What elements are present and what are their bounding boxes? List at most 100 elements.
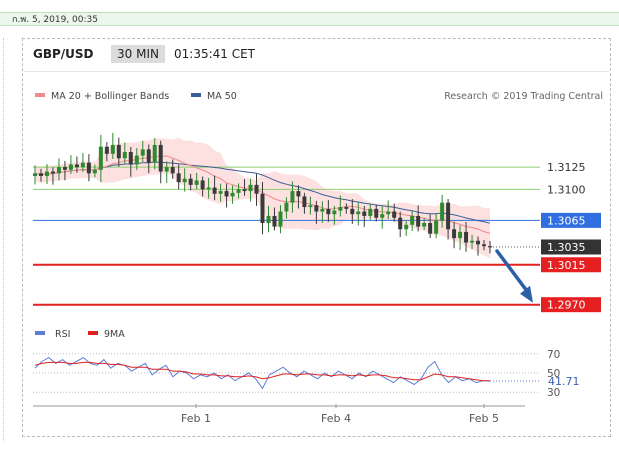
candle (398, 211, 403, 238)
candle (254, 173, 259, 206)
candle (134, 148, 139, 171)
candle (110, 132, 115, 160)
candle (380, 205, 385, 229)
candle (374, 204, 379, 222)
level-label-box (541, 212, 601, 228)
level-label-3: 1.3035 (541, 239, 601, 255)
candle (248, 178, 253, 202)
level-label-text: 1.3035 (547, 241, 586, 254)
candle (33, 165, 37, 185)
candle (146, 144, 151, 174)
level-labels: 1.3125 1.3100 1.3065 1.3035 1.3015 1.2970 (541, 159, 601, 313)
candle (38, 168, 43, 182)
candle (176, 164, 181, 190)
candle (98, 134, 103, 182)
candle (218, 183, 223, 202)
candle (80, 153, 85, 173)
date-bar: ก.พ. 5, 2019, 00:35 (0, 12, 619, 26)
candle (338, 195, 343, 217)
candle (224, 183, 229, 208)
level-label-4: 1.3015 (541, 257, 601, 273)
level-label-0: 1.3125 (541, 159, 601, 175)
candle (128, 146, 133, 177)
rsi-legend-swatch (35, 331, 45, 335)
ma50-line (34, 161, 491, 224)
candle (206, 177, 211, 199)
level-label-box (541, 239, 601, 255)
candle (362, 205, 367, 227)
candle (104, 142, 109, 162)
candle (452, 221, 457, 249)
rsi-line (34, 356, 491, 390)
ma50-legend-swatch (191, 93, 201, 97)
ma50-path (34, 161, 491, 224)
candle (476, 236, 481, 256)
candle (458, 225, 463, 250)
level-label-1: 1.3100 (541, 181, 601, 197)
candle (56, 158, 61, 181)
price-levels (33, 166, 540, 306)
candle (356, 202, 361, 226)
timestamp: 01:35:41 CET (174, 47, 255, 61)
candle (242, 179, 247, 196)
forecast-arrow (495, 249, 533, 303)
rsi-ma-line (34, 361, 490, 382)
candle (152, 138, 157, 170)
rsi-ref-label-50: 50 (547, 368, 560, 380)
candle (44, 164, 49, 185)
candle (272, 207, 277, 231)
candle (158, 140, 163, 184)
candle (470, 234, 475, 250)
candle (296, 185, 301, 209)
candle (188, 173, 193, 191)
candle (68, 155, 73, 175)
date-text: ก.พ. 5, 2019, 00:35 (12, 15, 98, 25)
candle (290, 181, 295, 213)
candle (482, 240, 487, 251)
level-label-text: 1.3015 (547, 259, 586, 272)
candle (440, 194, 445, 228)
level-label-text: 1.3065 (547, 214, 586, 227)
candle (284, 197, 289, 219)
candle (194, 172, 199, 190)
candle (170, 159, 175, 179)
candle (464, 221, 469, 252)
candle (62, 161, 67, 181)
level-label-box (541, 297, 601, 313)
candle (446, 199, 451, 240)
left-rule (3, 38, 4, 442)
candle (422, 218, 427, 231)
candle (164, 161, 169, 183)
candle (428, 213, 433, 239)
candle (200, 176, 205, 197)
pair-title: GBP/USD (33, 47, 94, 61)
candle (230, 185, 235, 204)
candle (344, 203, 349, 214)
credit-text: Research © 2019 Trading Central (444, 91, 603, 102)
rsi-ma-legend-swatch (88, 331, 98, 335)
level-label-box (541, 181, 601, 197)
candle (266, 205, 271, 233)
timeframe-badge[interactable]: 30 MIN (111, 45, 165, 63)
candle (410, 210, 415, 231)
candle (416, 205, 421, 232)
candle (50, 167, 55, 185)
candle (314, 200, 319, 224)
candles (33, 132, 492, 256)
candle (350, 199, 355, 224)
level-label-5: 1.2970 (541, 297, 601, 313)
candle (392, 203, 397, 222)
candle (488, 240, 492, 254)
chart-panel (22, 38, 611, 437)
candle (182, 168, 187, 192)
candle (86, 154, 91, 182)
level-label-box (541, 159, 601, 175)
rsi-last-value: 41.71 (548, 375, 580, 388)
candle (386, 200, 391, 220)
level-label-text: 1.3100 (547, 183, 586, 196)
rsi-ref-label-70: 70 (547, 349, 560, 361)
ma50-legend-label: MA 50 (207, 91, 237, 102)
candle (116, 137, 121, 167)
